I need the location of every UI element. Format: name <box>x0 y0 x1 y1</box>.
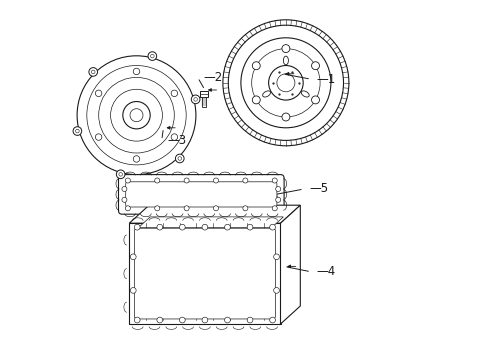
Circle shape <box>272 206 277 211</box>
Circle shape <box>252 62 260 69</box>
Circle shape <box>134 317 140 323</box>
Circle shape <box>175 154 183 163</box>
Circle shape <box>213 206 218 211</box>
Circle shape <box>243 178 247 183</box>
Polygon shape <box>129 205 300 223</box>
Circle shape <box>134 224 140 230</box>
Circle shape <box>148 52 156 60</box>
Circle shape <box>246 224 252 230</box>
Polygon shape <box>129 223 280 324</box>
Circle shape <box>224 224 230 230</box>
Circle shape <box>116 170 125 179</box>
Text: —1: —1 <box>316 73 335 86</box>
Circle shape <box>122 186 127 192</box>
Circle shape <box>273 254 279 260</box>
Circle shape <box>179 224 185 230</box>
Polygon shape <box>280 205 300 324</box>
Polygon shape <box>138 217 283 228</box>
Bar <box>202 97 206 107</box>
Circle shape <box>95 134 102 140</box>
Circle shape <box>95 90 102 96</box>
Bar <box>200 91 208 97</box>
Circle shape <box>125 178 130 183</box>
Circle shape <box>252 96 260 104</box>
Circle shape <box>224 317 230 323</box>
Circle shape <box>154 206 160 211</box>
Circle shape <box>282 113 289 121</box>
Circle shape <box>311 62 319 69</box>
Circle shape <box>246 317 252 323</box>
Circle shape <box>130 254 136 260</box>
Circle shape <box>202 317 207 323</box>
Circle shape <box>243 206 247 211</box>
Circle shape <box>202 224 207 230</box>
Circle shape <box>154 178 160 183</box>
Circle shape <box>130 288 136 293</box>
Circle shape <box>171 134 177 140</box>
Text: —3: —3 <box>167 134 186 147</box>
Circle shape <box>133 156 140 162</box>
Circle shape <box>73 127 81 135</box>
Circle shape <box>122 197 127 202</box>
Circle shape <box>183 178 189 183</box>
Text: —2: —2 <box>203 71 222 84</box>
Text: —5: —5 <box>309 183 328 195</box>
Circle shape <box>269 317 275 323</box>
Circle shape <box>311 96 319 104</box>
Circle shape <box>183 206 189 211</box>
Circle shape <box>275 197 280 202</box>
Circle shape <box>171 90 177 96</box>
Circle shape <box>213 178 218 183</box>
FancyBboxPatch shape <box>125 182 276 207</box>
FancyBboxPatch shape <box>118 175 284 214</box>
Circle shape <box>269 224 275 230</box>
Circle shape <box>133 68 140 75</box>
Text: —4: —4 <box>316 265 335 278</box>
FancyBboxPatch shape <box>134 228 275 319</box>
Circle shape <box>272 178 277 183</box>
Circle shape <box>179 317 185 323</box>
Circle shape <box>157 317 163 323</box>
Circle shape <box>157 224 163 230</box>
Circle shape <box>275 186 280 192</box>
Circle shape <box>273 288 279 293</box>
Circle shape <box>282 45 289 53</box>
Circle shape <box>191 95 200 104</box>
Circle shape <box>125 206 130 211</box>
Circle shape <box>89 68 97 76</box>
